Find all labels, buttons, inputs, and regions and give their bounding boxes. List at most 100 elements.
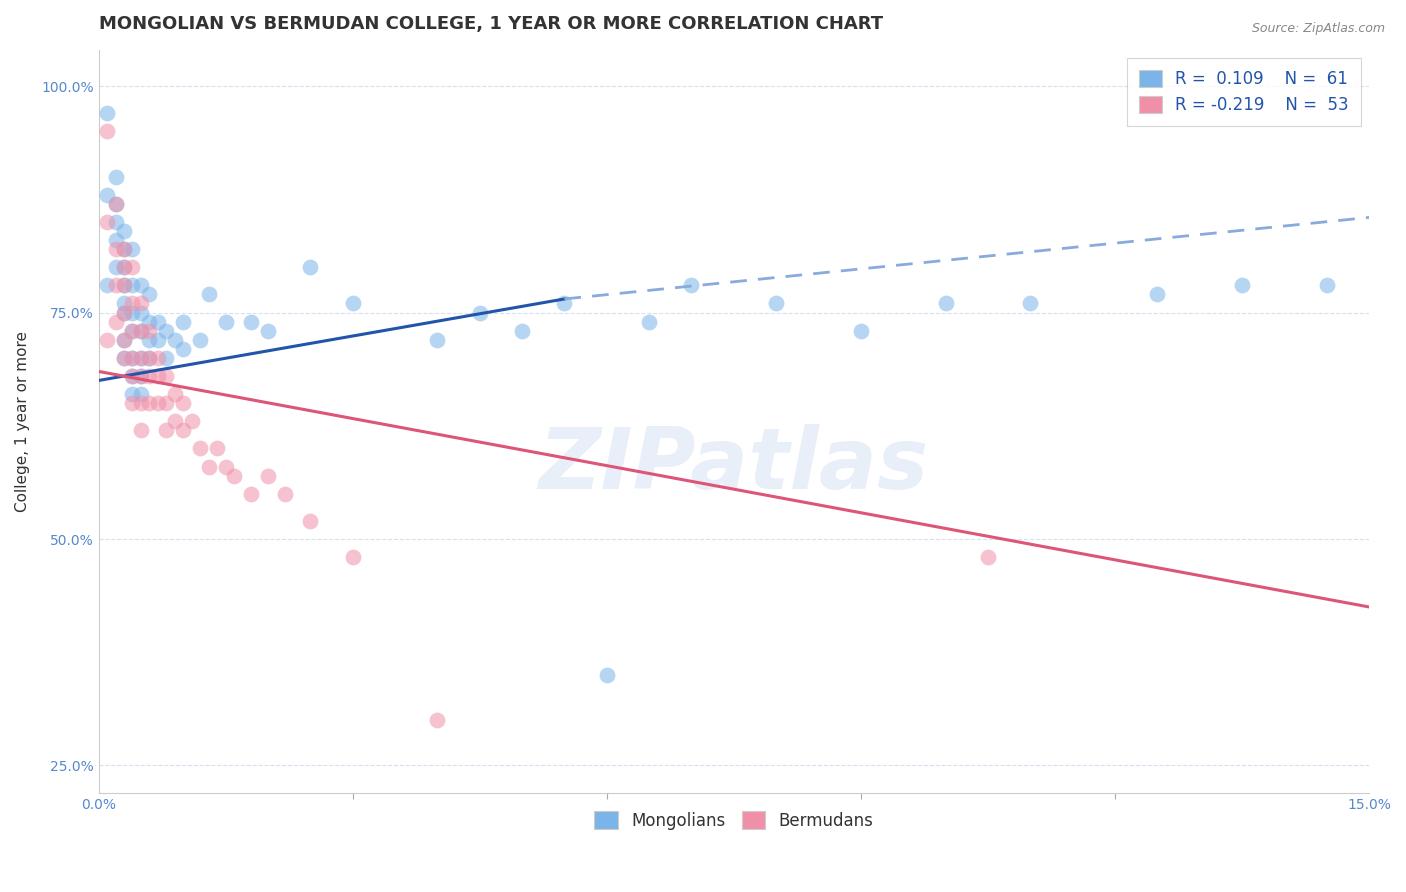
Point: [121, 351, 143, 365]
Point: [96, 187, 118, 202]
Point: [121, 324, 143, 338]
Point: [121, 278, 143, 293]
Point: [96, 278, 118, 293]
Point: [299, 514, 322, 528]
Point: [129, 296, 152, 310]
Point: [1019, 296, 1042, 310]
Point: [129, 278, 152, 293]
Point: [112, 305, 135, 319]
Point: [1230, 830, 1253, 845]
Y-axis label: College, 1 year or more: College, 1 year or more: [15, 331, 30, 512]
Point: [155, 423, 177, 437]
Point: [257, 468, 280, 483]
Point: [197, 459, 219, 474]
Point: [553, 296, 575, 310]
Text: MONGOLIAN VS BERMUDAN COLLEGE, 1 YEAR OR MORE CORRELATION CHART: MONGOLIAN VS BERMUDAN COLLEGE, 1 YEAR OR…: [98, 15, 883, 33]
Point: [112, 351, 135, 365]
Point: [146, 396, 169, 410]
Point: [112, 260, 135, 275]
Point: [935, 296, 957, 310]
Point: [596, 668, 619, 682]
Point: [112, 351, 135, 365]
Point: [121, 260, 143, 275]
Point: [138, 324, 160, 338]
Point: [96, 124, 118, 138]
Point: [112, 333, 135, 347]
Point: [180, 414, 202, 428]
Point: [112, 296, 135, 310]
Point: [146, 351, 169, 365]
Point: [849, 324, 872, 338]
Point: [172, 396, 194, 410]
Point: [299, 260, 322, 275]
Point: [112, 260, 135, 275]
Point: [138, 351, 160, 365]
Point: [129, 351, 152, 365]
Point: [214, 459, 236, 474]
Point: [172, 342, 194, 356]
Point: [121, 368, 143, 383]
Point: [138, 396, 160, 410]
Point: [112, 242, 135, 256]
Point: [155, 324, 177, 338]
Legend: Mongolians, Bermudans: Mongolians, Bermudans: [588, 805, 880, 837]
Point: [121, 242, 143, 256]
Point: [342, 550, 364, 565]
Point: [257, 324, 280, 338]
Point: [112, 224, 135, 238]
Point: [104, 215, 127, 229]
Point: [112, 333, 135, 347]
Point: [129, 305, 152, 319]
Point: [112, 305, 135, 319]
Point: [468, 305, 491, 319]
Point: [129, 324, 152, 338]
Point: [197, 287, 219, 301]
Point: [155, 396, 177, 410]
Point: [129, 351, 152, 365]
Point: [96, 333, 118, 347]
Point: [112, 278, 135, 293]
Point: [426, 333, 449, 347]
Text: Source: ZipAtlas.com: Source: ZipAtlas.com: [1251, 22, 1385, 36]
Point: [638, 315, 661, 329]
Point: [155, 351, 177, 365]
Text: ZIPatlas: ZIPatlas: [538, 425, 929, 508]
Point: [121, 324, 143, 338]
Point: [104, 242, 127, 256]
Point: [240, 486, 263, 500]
Point: [104, 233, 127, 247]
Point: [121, 368, 143, 383]
Point: [163, 414, 186, 428]
Point: [172, 315, 194, 329]
Point: [146, 368, 169, 383]
Point: [129, 387, 152, 401]
Point: [129, 396, 152, 410]
Point: [510, 324, 533, 338]
Point: [146, 333, 169, 347]
Point: [765, 296, 787, 310]
Point: [681, 278, 703, 293]
Point: [214, 315, 236, 329]
Point: [121, 296, 143, 310]
Point: [121, 305, 143, 319]
Point: [129, 368, 152, 383]
Point: [188, 333, 211, 347]
Point: [172, 423, 194, 437]
Point: [163, 333, 186, 347]
Point: [112, 242, 135, 256]
Point: [1146, 287, 1168, 301]
Point: [96, 215, 118, 229]
Point: [104, 278, 127, 293]
Point: [205, 442, 228, 456]
Point: [138, 333, 160, 347]
Point: [129, 324, 152, 338]
Point: [188, 442, 211, 456]
Point: [240, 315, 263, 329]
Point: [146, 315, 169, 329]
Point: [155, 368, 177, 383]
Point: [104, 315, 127, 329]
Point: [1230, 278, 1253, 293]
Point: [138, 287, 160, 301]
Point: [138, 315, 160, 329]
Point: [274, 486, 297, 500]
